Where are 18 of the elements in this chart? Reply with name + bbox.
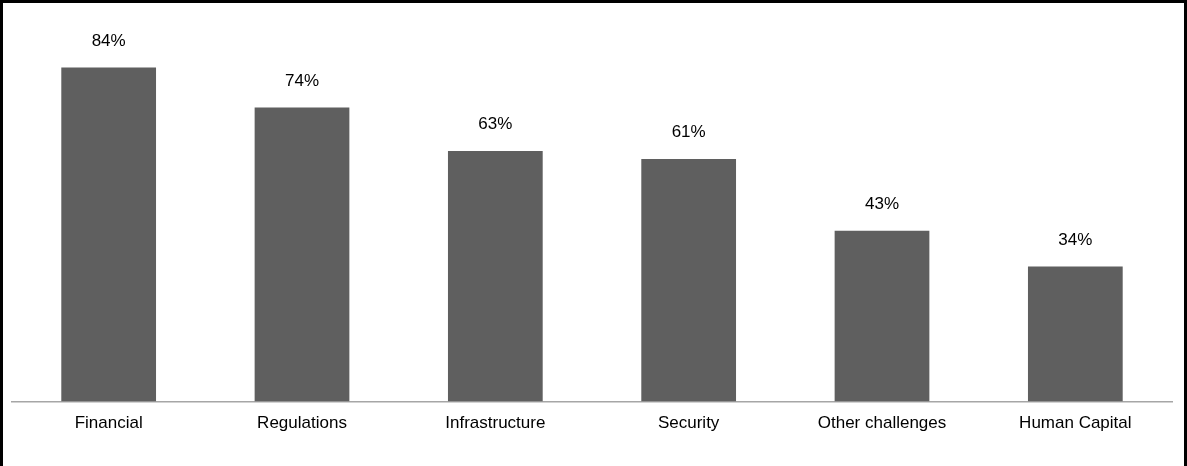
data-label: 34%: [1058, 229, 1093, 249]
x-tick-label: Infrastructure: [445, 413, 546, 433]
x-tick-label: Security: [657, 413, 720, 433]
bar: [834, 230, 930, 402]
bar: [641, 159, 737, 402]
data-label: 61%: [671, 122, 706, 142]
data-label: 63%: [478, 114, 513, 134]
bar: [61, 67, 157, 402]
bar: [1027, 266, 1123, 402]
x-tick-label: Regulations: [257, 413, 347, 433]
x-tick-label: Financial: [74, 413, 143, 433]
x-tick-label: Other challenges: [817, 413, 947, 433]
bar: [447, 151, 543, 402]
data-label: 43%: [864, 193, 900, 213]
bar: [254, 107, 350, 402]
x-tick-label: Human Capital: [1019, 413, 1132, 433]
data-label: 74%: [284, 70, 320, 90]
data-label: 84%: [91, 30, 126, 50]
